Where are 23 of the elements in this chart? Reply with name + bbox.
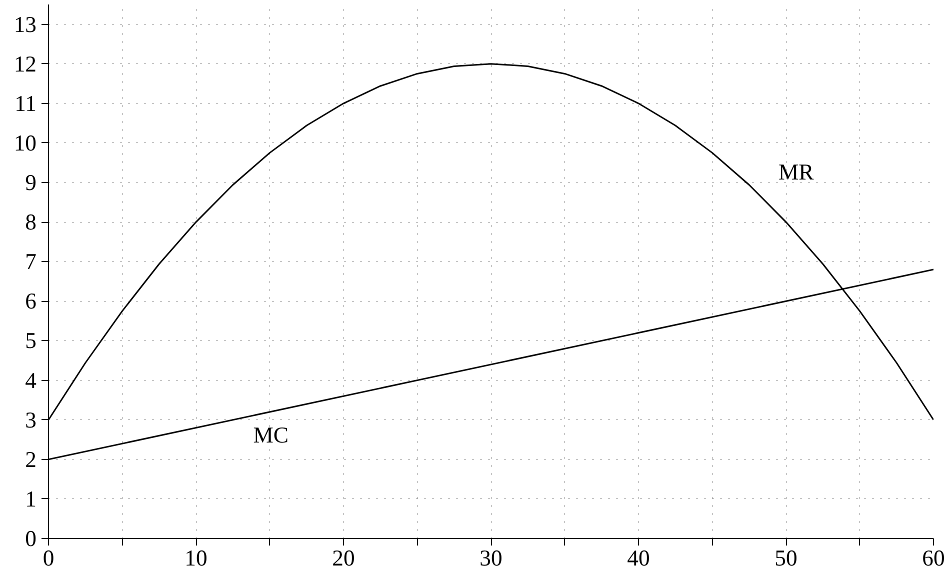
x-tick-label: 40 xyxy=(627,546,650,570)
y-tick-label: 2 xyxy=(25,446,36,472)
y-tick-label: 1 xyxy=(25,486,36,512)
y-tick-label: 10 xyxy=(14,130,36,156)
x-tick-label: 50 xyxy=(774,546,798,570)
y-tick-label: 12 xyxy=(14,51,36,76)
y-tick-label: 4 xyxy=(25,368,36,393)
y-tick-label: 13 xyxy=(14,12,36,37)
x-tick-label: 10 xyxy=(184,546,208,570)
y-tick-label: 11 xyxy=(14,90,37,116)
x-tick-label: 60 xyxy=(922,546,945,570)
y-tick-label: 9 xyxy=(25,170,36,195)
x-tick-label: 20 xyxy=(332,546,355,570)
y-tick-label: 7 xyxy=(25,249,36,274)
x-tick-label: 0 xyxy=(42,546,54,570)
y-tick-label: 0 xyxy=(25,526,36,551)
x-tick-label: 30 xyxy=(480,546,502,570)
series-label: MC xyxy=(253,422,288,448)
y-tick-label: 6 xyxy=(25,288,36,314)
y-tick-label: 5 xyxy=(25,328,36,354)
y-tick-label: 8 xyxy=(25,210,36,235)
y-tick-label: 3 xyxy=(25,407,36,432)
series-label: MR xyxy=(778,159,815,184)
